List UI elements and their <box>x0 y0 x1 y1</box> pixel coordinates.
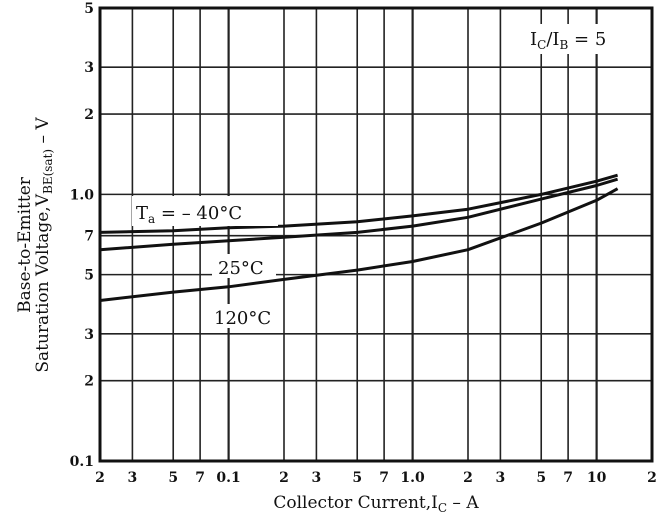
y-tick-label: 5 <box>84 268 94 284</box>
y-tick-label: 2 <box>84 374 94 390</box>
x-tick-label: 10 <box>587 470 607 486</box>
y-tick-label: 1.0 <box>70 187 95 203</box>
series-line-1 <box>99 177 619 252</box>
x-tick-labels: 2 3 5 7 0.1 2 3 5 7 1.0 2 3 5 7 10 2 <box>95 470 657 486</box>
condition-label: IC/IB = 5 <box>530 29 606 52</box>
x-tick-label: 0.1 <box>216 470 240 486</box>
x-tick-label: 3 <box>496 470 506 486</box>
x-tick-label: 3 <box>312 470 322 486</box>
series-group <box>99 173 619 302</box>
y-tick-label: 5 <box>84 1 94 17</box>
y-axis-title-line1: Base-to-Emitter <box>15 176 35 313</box>
series-label-120: 120°C <box>214 308 271 329</box>
x-tick-label: 2 <box>279 470 289 486</box>
x-tick-label: 7 <box>379 470 389 486</box>
x-tick-label: 2 <box>463 470 473 486</box>
series-label-25: 25°C <box>218 258 264 279</box>
x-tick-label: 7 <box>563 470 573 486</box>
y-tick-labels: 0.1 2 3 5 7 1.0 2 3 5 <box>70 1 95 470</box>
x-tick-label: 5 <box>168 470 178 486</box>
series-line-0 <box>99 173 619 234</box>
y-tick-label: 7 <box>84 229 94 245</box>
x-tick-label: 3 <box>128 470 138 486</box>
series-label-minus40: Ta = – 40°C <box>136 203 242 226</box>
y-tick-label: 2 <box>84 107 94 123</box>
series-label-bg <box>132 196 282 328</box>
plot-frame <box>98 6 654 463</box>
series-line-2 <box>99 187 619 302</box>
y-tick-label: 0.1 <box>70 454 94 470</box>
y-tick-label: 3 <box>84 327 94 343</box>
x-tick-label: 2 <box>647 470 657 486</box>
x-tick-label: 7 <box>195 470 205 486</box>
x-tick-label: 2 <box>95 470 105 486</box>
x-tick-label: 1.0 <box>400 470 425 486</box>
y-axis-title-line2: Saturation Voltage,VBE(sat) – V <box>33 117 55 373</box>
x-tick-label: 5 <box>352 470 362 486</box>
grid-lines <box>99 7 653 462</box>
x-axis-title: Collector Current,IC – A <box>273 493 479 515</box>
y-tick-label: 3 <box>84 60 94 76</box>
x-tick-label: 5 <box>536 470 546 486</box>
condition-label-bg <box>522 24 634 54</box>
